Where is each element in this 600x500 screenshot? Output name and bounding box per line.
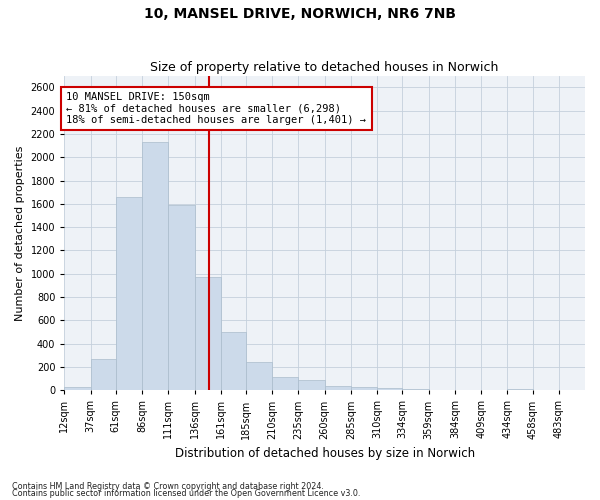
Y-axis label: Number of detached properties: Number of detached properties xyxy=(15,146,25,320)
Bar xyxy=(325,386,351,390)
Bar xyxy=(246,362,272,390)
Bar xyxy=(508,388,533,390)
Bar xyxy=(351,387,377,390)
X-axis label: Distribution of detached houses by size in Norwich: Distribution of detached houses by size … xyxy=(175,447,475,460)
Bar xyxy=(91,359,116,390)
Text: Contains HM Land Registry data © Crown copyright and database right 2024.: Contains HM Land Registry data © Crown c… xyxy=(12,482,324,491)
Bar xyxy=(142,142,168,390)
Bar xyxy=(116,197,142,390)
Bar xyxy=(168,205,194,390)
Text: 10, MANSEL DRIVE, NORWICH, NR6 7NB: 10, MANSEL DRIVE, NORWICH, NR6 7NB xyxy=(144,8,456,22)
Bar xyxy=(221,332,246,390)
Text: Contains public sector information licensed under the Open Government Licence v3: Contains public sector information licen… xyxy=(12,489,361,498)
Bar xyxy=(64,388,91,390)
Bar xyxy=(298,380,325,390)
Title: Size of property relative to detached houses in Norwich: Size of property relative to detached ho… xyxy=(151,62,499,74)
Bar xyxy=(272,378,298,390)
Bar xyxy=(403,388,428,390)
Bar xyxy=(377,388,403,390)
Bar xyxy=(194,277,221,390)
Text: 10 MANSEL DRIVE: 150sqm
← 81% of detached houses are smaller (6,298)
18% of semi: 10 MANSEL DRIVE: 150sqm ← 81% of detache… xyxy=(67,92,367,125)
